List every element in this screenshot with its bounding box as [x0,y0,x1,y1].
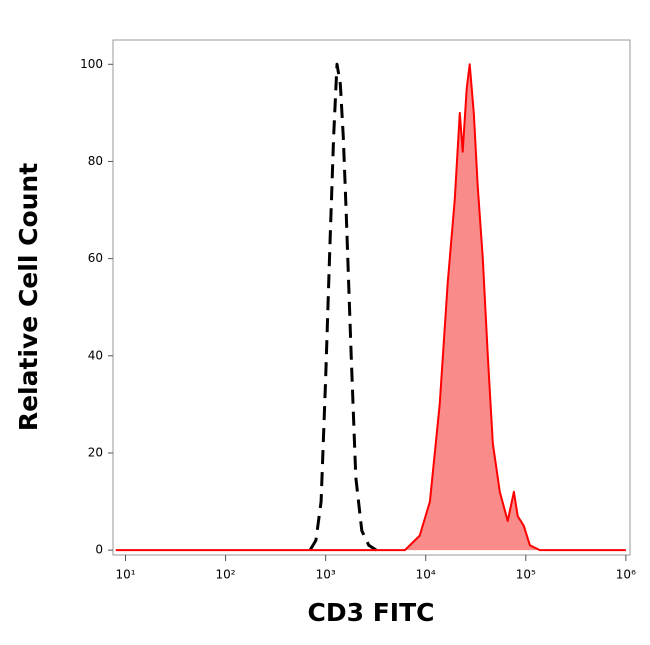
x-tick-label: 10⁶ [616,568,636,582]
x-tick-label: 10⁴ [416,568,436,582]
y-tick-label: 100 [80,57,103,71]
plot-frame [112,39,631,556]
x-tick-label: 10¹ [115,568,135,582]
y-tick-label: 20 [88,445,103,459]
x-tick-label: 10³ [316,568,336,582]
y-axis-label: Relative Cell Count [14,163,43,431]
series-line [115,63,626,552]
x-tick-label: 10² [216,568,236,582]
x-axis-label: CD3 FITC [308,598,435,627]
y-tick-label: 40 [88,348,103,362]
y-tick-label: 80 [88,154,103,168]
y-tick-label: 60 [88,251,103,265]
series-line [308,62,378,552]
y-tick-label: 0 [95,543,103,557]
x-tick-label: 10⁵ [516,568,536,582]
area-fill [115,64,626,551]
